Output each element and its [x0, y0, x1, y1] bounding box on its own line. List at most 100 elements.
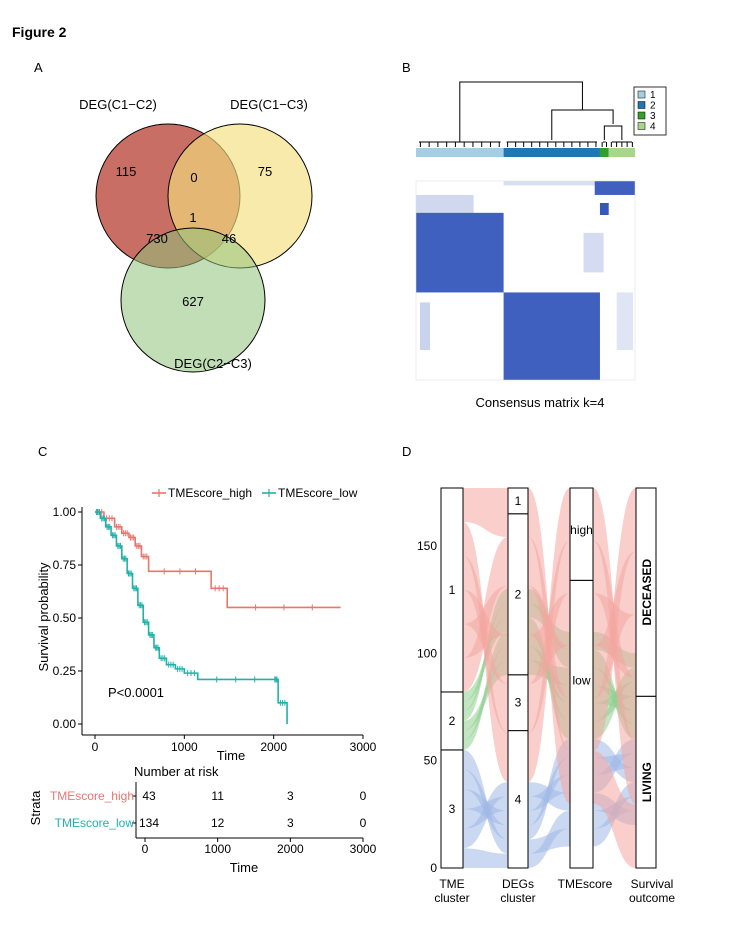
- km-x-axis-title: Time: [217, 748, 245, 763]
- alluvial-flow: [463, 521, 508, 783]
- alluvial-stratum-label: 2: [449, 714, 456, 728]
- legend-swatch: [637, 101, 646, 109]
- cluster-annotation-segment: [599, 148, 609, 157]
- dendrogram-branch: [603, 125, 623, 140]
- alluvial-axis-label: DEGs: [502, 877, 534, 891]
- heatmap-cells: [415, 180, 636, 381]
- venn-region-value: 1: [189, 210, 196, 225]
- alluvial-stratum: [569, 487, 594, 581]
- km-curves: [95, 509, 341, 724]
- legend-label: 1: [650, 90, 656, 101]
- risk-table-value: 12: [211, 816, 225, 830]
- risk-table-value: 3: [287, 816, 294, 830]
- heatmap-block: [503, 292, 600, 380]
- alluvial-axis-label: Survival: [631, 877, 674, 891]
- heatmap-faint-band: [583, 232, 604, 273]
- legend-label: 2: [650, 101, 656, 112]
- alluvial-y-tick-label: 50: [424, 754, 438, 768]
- venn-region-value: 75: [258, 164, 272, 179]
- km-x-tick-label: 1000: [171, 740, 198, 754]
- risk-table-value: 3: [287, 789, 294, 803]
- venn-set-3: [120, 227, 266, 373]
- legend-swatch: [637, 111, 646, 120]
- legend-label: 3: [650, 111, 656, 122]
- risk-table-title: Number at risk: [134, 764, 219, 779]
- risk-table-row-label: TMEscore_high: [50, 789, 134, 803]
- cluster-annotation-segment: [416, 148, 504, 157]
- risk-table-x-tick-label: 3000: [350, 842, 377, 856]
- heatmap-faint-band: [420, 302, 430, 350]
- risk-table-x-tick-label: 0: [142, 842, 149, 856]
- risk-table: TMEscore_high 43 11 3 0 TMEscore_low 134 12 3 0 0 1…: [50, 782, 377, 856]
- venn-set-1-label: DEG(C1−C2): [79, 97, 157, 112]
- km-y-tick-label: 0.00: [53, 717, 77, 731]
- alluvial-stratum-label: LIVING: [640, 762, 654, 802]
- alluvial-stratum: [507, 487, 529, 515]
- dendrogram-branch: [459, 81, 583, 142]
- alluvial-stratum-label: low: [572, 673, 590, 687]
- alluvial-stratum-label: 4: [515, 792, 522, 806]
- alluvial-y-tick-label: 150: [417, 539, 437, 553]
- alluvial-flow: [463, 749, 508, 854]
- heatmap-title: Consensus matrix k=4: [476, 395, 605, 410]
- alluvial-y-tick-label: 0: [430, 861, 437, 875]
- alluvial-stratum: [635, 487, 657, 697]
- heatmap-faint-band: [503, 181, 595, 186]
- alluvial-flow: [593, 750, 636, 868]
- km-x-tick-label: 2000: [260, 740, 287, 754]
- venn-set-3-label: DEG(C2−C3): [174, 356, 252, 371]
- risk-table-row-label: TMEscore_low: [55, 816, 135, 830]
- panel-a-label: A: [34, 60, 43, 75]
- heatmap-faint-band: [416, 194, 474, 213]
- alluvial-stratum: [569, 579, 594, 869]
- alluvial-axis-label: cluster: [500, 891, 535, 905]
- risk-table-value: 0: [360, 789, 367, 803]
- alluvial-plot: D 321TMEcluster4321DEGsclusterlowhighTME…: [402, 444, 675, 905]
- alluvial-flow: [463, 488, 508, 538]
- km-curve: [95, 511, 341, 609]
- alluvial-stratum-label: high: [570, 523, 593, 537]
- alluvial-stratum-label: 1: [449, 583, 456, 597]
- km-legend-label: TMEscore_low: [278, 486, 358, 500]
- panel-b-label: B: [402, 60, 411, 75]
- alluvial-axis-label: cluster: [434, 891, 469, 905]
- legend-swatch: [637, 122, 646, 130]
- alluvial-stratum-label: DECEASED: [640, 558, 654, 625]
- cluster-annotation-segment: [608, 148, 635, 157]
- risk-table-x-tick-label: 1000: [204, 842, 231, 856]
- heatmap-block: [416, 212, 504, 293]
- km-y-axis-title: Survival probability: [36, 562, 51, 672]
- alluvial-flow: [528, 782, 570, 811]
- km-legend: TMEscore_high TMEscore_low: [152, 486, 358, 500]
- venn-diagram: A DEG(C1−C2) DEG(C1−C3) DEG(C2−C3) 115 7…: [34, 60, 313, 373]
- alluvial-y-tick-label: 100: [417, 646, 437, 660]
- alluvial-axis-label: TMEscore: [558, 877, 613, 891]
- risk-table-value: 11: [211, 789, 224, 803]
- legend-label: 4: [650, 122, 656, 133]
- risk-table-value: 134: [139, 816, 159, 830]
- alluvial-axis-label: TME: [439, 877, 464, 891]
- alluvial-y-axis: 0 50 100 150: [417, 539, 437, 875]
- alluvial-stratum-label: 2: [515, 587, 522, 601]
- alluvial-stratum: [440, 487, 464, 693]
- risk-table-value: 43: [142, 789, 156, 803]
- alluvial-flow: [593, 488, 636, 805]
- heatmap-faint-band: [616, 292, 633, 350]
- venn-region-value: 115: [116, 164, 137, 179]
- venn-set-2-label: DEG(C1−C3): [230, 97, 308, 112]
- alluvial-stratum-label: 3: [515, 696, 522, 710]
- dendrogram: [419, 81, 633, 147]
- alluvial-flow: [528, 488, 570, 804]
- alluvial-stratum-label: 1: [515, 494, 522, 508]
- risk-table-x-axis-title: Time: [230, 860, 258, 875]
- alluvial-flow: [528, 617, 570, 740]
- p-value-annotation: P<0.0001: [108, 685, 164, 700]
- survival-plot: C TMEscore_high TMEscore_low 0.00 0.25 0.50…: [28, 444, 377, 875]
- heatmap-block: [599, 203, 609, 215]
- alluvial-flow: [528, 828, 570, 854]
- km-y-tick-label: 0.75: [53, 558, 77, 572]
- panel-c-label: C: [38, 444, 47, 459]
